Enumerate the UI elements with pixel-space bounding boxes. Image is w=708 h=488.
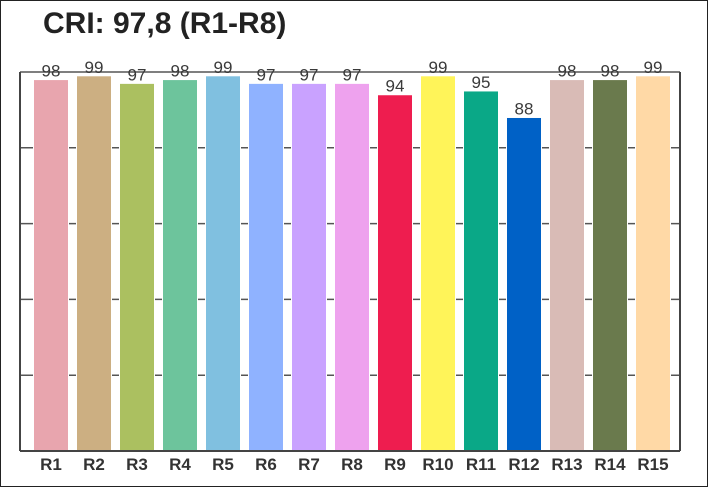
bar-r9 bbox=[377, 94, 413, 452]
bar-r12 bbox=[506, 116, 542, 452]
bar-r3 bbox=[119, 82, 155, 452]
bar-r8 bbox=[334, 82, 370, 452]
tick-label-r14: R14 bbox=[594, 455, 626, 474]
data-label-r1: 98 bbox=[42, 62, 61, 81]
tick-label-r8: R8 bbox=[341, 455, 363, 474]
data-label-r8: 97 bbox=[343, 65, 362, 84]
bar-r10 bbox=[420, 75, 456, 452]
bar-r11 bbox=[463, 90, 499, 452]
tick-label-r9: R9 bbox=[384, 455, 406, 474]
tick-label-r10: R10 bbox=[422, 455, 453, 474]
data-label-r10: 99 bbox=[429, 58, 448, 77]
data-label-r6: 97 bbox=[257, 65, 276, 84]
data-label-r3: 97 bbox=[128, 65, 147, 84]
bar-r1 bbox=[33, 79, 69, 452]
chart-title: CRI: 97,8 (R1-R8) bbox=[43, 7, 287, 40]
data-label-r14: 98 bbox=[601, 62, 620, 81]
data-label-r12: 88 bbox=[515, 99, 534, 118]
bar-r6 bbox=[248, 82, 284, 452]
data-label-r13: 98 bbox=[558, 62, 577, 81]
data-label-r2: 99 bbox=[85, 58, 104, 77]
bar-r7 bbox=[291, 82, 327, 452]
tick-label-r12: R12 bbox=[508, 455, 539, 474]
bar-r13 bbox=[549, 79, 585, 452]
tick-label-r3: R3 bbox=[126, 455, 148, 474]
tick-label-r15: R15 bbox=[637, 455, 668, 474]
tick-label-r1: R1 bbox=[40, 455, 62, 474]
tick-label-r6: R6 bbox=[255, 455, 277, 474]
tick-label-r13: R13 bbox=[551, 455, 582, 474]
bar-r14 bbox=[592, 79, 628, 452]
tick-label-r11: R11 bbox=[466, 455, 496, 474]
bar-r2 bbox=[76, 75, 112, 452]
bar-r4 bbox=[162, 79, 198, 452]
tick-label-r5: R5 bbox=[212, 455, 234, 474]
data-label-r4: 98 bbox=[171, 62, 190, 81]
bar-r5 bbox=[205, 75, 241, 452]
data-label-r7: 97 bbox=[300, 65, 319, 84]
tick-label-r2: R2 bbox=[83, 455, 105, 474]
data-label-r5: 99 bbox=[214, 58, 233, 77]
data-label-r9: 94 bbox=[386, 77, 405, 96]
tick-label-r4: R4 bbox=[169, 455, 191, 474]
bar-r15 bbox=[635, 75, 671, 452]
data-label-r15: 99 bbox=[644, 58, 663, 77]
data-label-r11: 95 bbox=[472, 73, 491, 92]
tick-label-r7: R7 bbox=[298, 455, 320, 474]
